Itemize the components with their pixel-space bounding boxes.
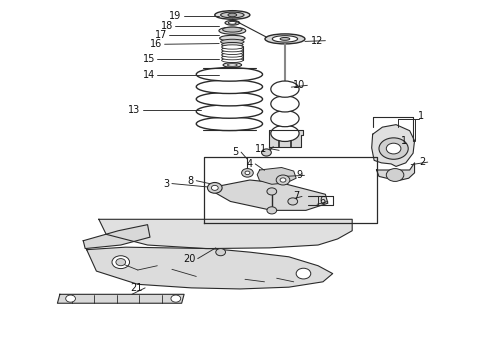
Text: 8: 8 <box>188 176 194 186</box>
Text: 16: 16 <box>150 39 162 49</box>
Ellipse shape <box>221 55 243 60</box>
Ellipse shape <box>221 58 243 63</box>
Circle shape <box>280 178 286 182</box>
Text: 1: 1 <box>401 136 407 146</box>
Ellipse shape <box>221 45 243 49</box>
Ellipse shape <box>196 68 263 81</box>
Ellipse shape <box>223 63 242 67</box>
Text: 11: 11 <box>255 144 267 154</box>
Ellipse shape <box>271 96 299 112</box>
Ellipse shape <box>225 21 240 25</box>
Text: 4: 4 <box>246 159 253 169</box>
Circle shape <box>386 168 404 181</box>
Ellipse shape <box>271 81 299 97</box>
Text: 6: 6 <box>319 197 325 206</box>
Text: 19: 19 <box>170 11 182 21</box>
Circle shape <box>112 256 129 269</box>
Circle shape <box>379 138 408 159</box>
Text: 17: 17 <box>155 30 167 40</box>
Ellipse shape <box>220 12 244 18</box>
Ellipse shape <box>272 36 297 42</box>
Ellipse shape <box>221 48 243 52</box>
Ellipse shape <box>220 39 244 44</box>
Text: 21: 21 <box>130 283 143 293</box>
Text: 5: 5 <box>232 147 239 157</box>
Text: 13: 13 <box>128 105 140 115</box>
Circle shape <box>262 149 271 156</box>
Circle shape <box>171 295 181 302</box>
Ellipse shape <box>228 13 237 17</box>
Circle shape <box>216 249 225 256</box>
Polygon shape <box>257 167 296 184</box>
Text: 10: 10 <box>293 80 305 90</box>
Circle shape <box>386 143 401 154</box>
Text: 7: 7 <box>294 192 299 202</box>
Polygon shape <box>99 219 352 249</box>
Text: 2: 2 <box>419 157 425 167</box>
Text: 18: 18 <box>161 21 173 31</box>
Circle shape <box>267 188 277 195</box>
Ellipse shape <box>271 125 299 141</box>
Circle shape <box>66 295 75 302</box>
Polygon shape <box>270 130 303 147</box>
Circle shape <box>276 175 290 185</box>
Ellipse shape <box>280 37 290 40</box>
Ellipse shape <box>196 105 263 118</box>
Ellipse shape <box>221 50 243 54</box>
Polygon shape <box>83 225 150 249</box>
Ellipse shape <box>196 117 263 131</box>
Ellipse shape <box>220 35 245 41</box>
Ellipse shape <box>265 34 305 44</box>
Polygon shape <box>87 247 333 289</box>
Ellipse shape <box>228 21 236 24</box>
Text: 20: 20 <box>183 253 196 264</box>
Ellipse shape <box>219 27 245 34</box>
Polygon shape <box>57 294 184 303</box>
Text: 1: 1 <box>418 111 424 121</box>
Polygon shape <box>372 125 415 166</box>
Circle shape <box>296 268 311 279</box>
Text: 3: 3 <box>163 179 170 189</box>
Polygon shape <box>213 180 328 210</box>
Circle shape <box>211 185 218 190</box>
Circle shape <box>267 207 277 214</box>
Ellipse shape <box>196 80 263 94</box>
Text: 15: 15 <box>143 54 155 64</box>
Circle shape <box>245 171 250 175</box>
Text: 14: 14 <box>143 69 155 80</box>
Ellipse shape <box>221 42 243 47</box>
Circle shape <box>242 168 253 177</box>
Ellipse shape <box>196 92 263 106</box>
Circle shape <box>116 258 125 266</box>
Text: 12: 12 <box>311 36 323 46</box>
Text: 9: 9 <box>296 170 302 180</box>
Ellipse shape <box>222 27 242 32</box>
Circle shape <box>288 198 297 205</box>
Ellipse shape <box>221 53 243 57</box>
Ellipse shape <box>215 11 250 19</box>
Circle shape <box>207 183 222 193</box>
Ellipse shape <box>271 111 299 127</box>
Polygon shape <box>376 163 415 180</box>
Ellipse shape <box>227 64 237 66</box>
